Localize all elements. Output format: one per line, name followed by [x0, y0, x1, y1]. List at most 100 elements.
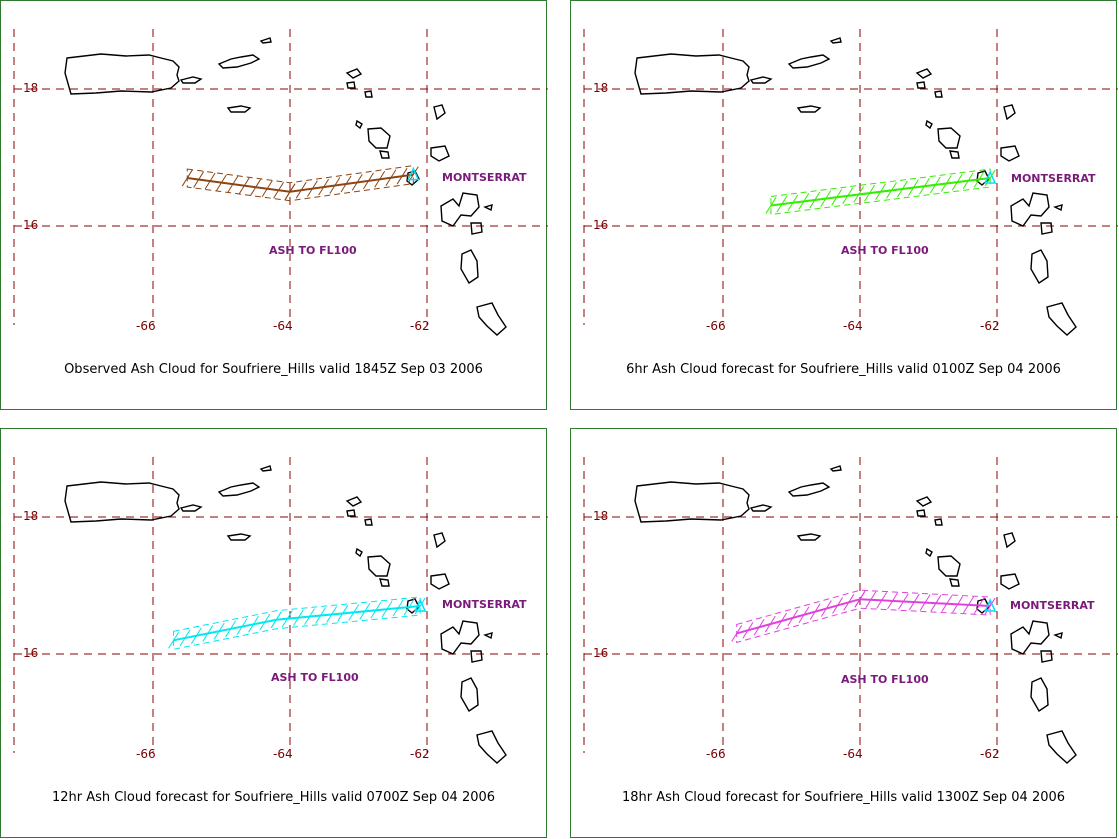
- st-croix-outline: [796, 533, 822, 541]
- panel-caption: 6hr Ash Cloud forecast for Soufriere_Hil…: [626, 362, 1061, 377]
- marie-galante-outline: [1040, 650, 1053, 663]
- ash-cloud-axis-line: [770, 177, 991, 207]
- virgin-islands-outline: [217, 482, 261, 497]
- puerto-rico-outline: [64, 481, 180, 523]
- martinique-outline: [476, 302, 507, 336]
- lon-label-64: -64: [273, 747, 293, 761]
- puerto-rico-outline: [634, 481, 750, 523]
- dominica-outline: [1030, 249, 1049, 284]
- nevis-outline: [949, 578, 960, 587]
- panel-6hr-forecast: -66 -64 -62 18 16 MONTSERRAT ASH TO FL10…: [570, 0, 1118, 410]
- ash-level-label: ASH TO FL100: [269, 244, 357, 257]
- map-canvas: [13, 457, 548, 764]
- desirade-outline: [483, 204, 493, 212]
- anguilla-outline: [259, 465, 272, 472]
- saba-outline: [916, 81, 926, 89]
- barbuda-east-outline: [1000, 573, 1020, 590]
- desirade-outline: [1053, 632, 1063, 640]
- st-martin-outline: [915, 496, 933, 507]
- lon-label-66: -66: [706, 319, 726, 333]
- anguilla-outline: [829, 465, 842, 472]
- lon-label-66: -66: [136, 747, 156, 761]
- nevis-outline: [379, 578, 390, 587]
- vieques-outline: [749, 76, 773, 84]
- nevis-outline: [949, 150, 960, 159]
- virgin-islands-outline: [787, 54, 831, 69]
- panel-18hr-forecast: -66 -64 -62 18 16 MONTSERRAT ASH TO FL10…: [570, 428, 1118, 838]
- marie-galante-outline: [1040, 222, 1053, 235]
- martinique-outline: [1046, 730, 1077, 764]
- montserrat-label: MONTSERRAT: [1010, 599, 1095, 612]
- antigua-east-outline: [433, 104, 446, 121]
- dominica-outline: [460, 249, 479, 284]
- vieques-outline: [749, 504, 773, 512]
- ash-cloud-outline: [770, 168, 991, 216]
- lon-label-62: -62: [410, 747, 430, 761]
- lon-label-66: -66: [706, 747, 726, 761]
- lon-label-66: -66: [136, 319, 156, 333]
- lon-label-64: -64: [843, 319, 863, 333]
- ash-level-label: ASH TO FL100: [841, 244, 929, 257]
- guadeloupe-outline: [440, 620, 480, 655]
- ash-cloud-outline: [173, 596, 421, 650]
- map-canvas: [583, 457, 1118, 764]
- lon-label-64: -64: [273, 319, 293, 333]
- map-canvas: [13, 29, 548, 336]
- antigua-outline: [937, 127, 961, 149]
- lat-label-18: 18: [593, 509, 609, 523]
- st-croix-outline: [796, 105, 822, 113]
- montserrat-label: MONTSERRAT: [442, 598, 527, 611]
- saba-outline: [916, 509, 926, 517]
- antigua-east-outline: [433, 532, 446, 549]
- puerto-rico-outline: [64, 53, 180, 95]
- st-martin-outline: [345, 496, 363, 507]
- montserrat-label: MONTSERRAT: [1011, 172, 1096, 185]
- antigua-outline: [937, 555, 961, 577]
- lat-label-16: 16: [593, 646, 609, 660]
- ash-cloud-outline: [186, 165, 414, 202]
- lon-label-62: -62: [980, 747, 1000, 761]
- marie-galante-outline: [470, 650, 483, 663]
- virgin-islands-outline: [217, 54, 261, 69]
- ash-cloud-outline: [736, 589, 991, 644]
- panel-caption: Observed Ash Cloud for Soufriere_Hills v…: [64, 362, 483, 377]
- saba-outline: [346, 81, 356, 89]
- ash-level-label: ASH TO FL100: [841, 673, 929, 686]
- dominica-outline: [460, 677, 479, 712]
- st-croix-outline: [226, 105, 252, 113]
- antigua-outline: [367, 555, 391, 577]
- vieques-outline: [179, 504, 203, 512]
- vieques-outline: [179, 76, 203, 84]
- ash-cloud-axis-line: [173, 605, 421, 642]
- volcano-triangle-icon: [983, 598, 997, 612]
- panel-observed: -66 -64 -62 18 16 MONTSERRAT ASH TO FL10…: [0, 0, 548, 410]
- antigua-east-outline: [1003, 532, 1016, 549]
- lon-label-62: -62: [410, 319, 430, 333]
- st-martin-outline: [345, 68, 363, 79]
- lat-label-18: 18: [593, 81, 609, 95]
- panel-12hr-forecast: -66 -64 -62 18 16 MONTSERRAT ASH TO FL10…: [0, 428, 548, 838]
- barbuda-east-outline: [1000, 145, 1020, 162]
- barbuda-outline: [934, 518, 943, 526]
- volcano-triangle-icon: [413, 598, 427, 612]
- puerto-rico-outline: [634, 53, 750, 95]
- lon-label-64: -64: [843, 747, 863, 761]
- ash-cloud-axis-line: [736, 598, 991, 635]
- montserrat-label: MONTSERRAT: [442, 171, 527, 184]
- martinique-outline: [1046, 302, 1077, 336]
- antigua-outline: [367, 127, 391, 149]
- lat-label-16: 16: [23, 646, 39, 660]
- virgin-islands-outline: [787, 482, 831, 497]
- antigua-east-outline: [1003, 104, 1016, 121]
- st-martin-outline: [915, 68, 933, 79]
- marie-galante-outline: [470, 222, 483, 235]
- map-canvas: [583, 29, 1118, 336]
- guadeloupe-outline: [440, 192, 480, 227]
- st-kitts-outline: [355, 119, 363, 130]
- lon-label-62: -62: [980, 319, 1000, 333]
- volcano-triangle-icon: [983, 170, 997, 184]
- lat-label-18: 18: [23, 81, 39, 95]
- barbuda-outline: [364, 90, 373, 98]
- panel-caption: 18hr Ash Cloud forecast for Soufriere_Hi…: [621, 790, 1066, 805]
- ash-level-label: ASH TO FL100: [271, 671, 359, 684]
